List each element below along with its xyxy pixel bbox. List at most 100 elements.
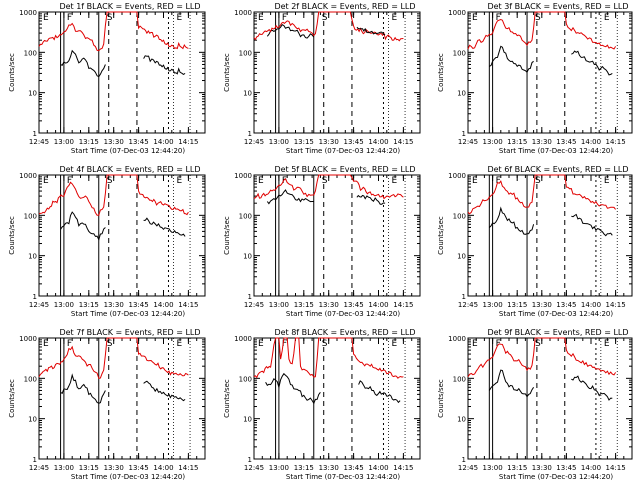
x-tick-label: 12:45 bbox=[29, 301, 49, 309]
y-tick-label: 10 bbox=[457, 90, 466, 98]
y-axis-label: Counts/sec bbox=[223, 216, 231, 255]
black-events-series bbox=[143, 380, 186, 402]
black-events-series bbox=[143, 55, 186, 75]
black-events-series bbox=[266, 189, 314, 205]
event-marker-label: E bbox=[472, 176, 478, 186]
chart-panel: Det 9f BLACK = Events, RED = LLD 1 10 100 10… bbox=[437, 328, 633, 480]
event-marker-label: E bbox=[258, 339, 264, 349]
black-events-series bbox=[571, 50, 613, 76]
y-tick-label: 10 bbox=[243, 253, 252, 261]
chart-title: Det 4f BLACK = Events, RED = LLD bbox=[59, 165, 200, 174]
event-marker-label: E bbox=[176, 13, 182, 23]
chart-panel: Det 3f BLACK = Events, RED = LLD 1 10 100 10… bbox=[437, 2, 633, 155]
y-tick-label: 1000 bbox=[19, 9, 37, 17]
chart-title: Det 5f BLACK = Events, RED = LLD bbox=[274, 165, 415, 174]
chart-title: Det 1f BLACK = Events, RED = LLD bbox=[59, 2, 200, 11]
event-marker-label: S bbox=[535, 339, 541, 349]
chart-panel: Det 5f BLACK = Events, RED = LLD 1 10 100 10… bbox=[223, 165, 421, 318]
x-tick-label: 14:00 bbox=[368, 301, 388, 309]
x-tick-label: 14:15 bbox=[178, 464, 198, 472]
y-axis-label: Counts/sec bbox=[437, 53, 445, 92]
x-tick-label: 14:15 bbox=[606, 301, 626, 309]
y-tick-label: 100 bbox=[24, 375, 37, 383]
x-tick-label: 13:45 bbox=[344, 464, 364, 472]
y-tick-label: 1000 bbox=[234, 335, 252, 343]
x-tick-label: 13:00 bbox=[269, 301, 289, 309]
red-lld-series bbox=[38, 174, 189, 216]
y-tick-label: 1000 bbox=[448, 9, 466, 17]
y-tick-label: 1 bbox=[462, 293, 466, 301]
y-tick-label: 1000 bbox=[19, 335, 37, 343]
x-tick-label: 13:00 bbox=[54, 138, 74, 146]
y-axis-label: Counts/sec bbox=[8, 216, 16, 255]
event-marker-label: S bbox=[107, 13, 113, 23]
y-tick-label: 1000 bbox=[234, 172, 252, 180]
event-marker-label: E bbox=[43, 13, 49, 23]
x-tick-label: 12:45 bbox=[29, 464, 49, 472]
chart-title: Det 9f BLACK = Events, RED = LLD bbox=[487, 328, 628, 337]
x-tick-label: 13:15 bbox=[294, 301, 314, 309]
x-tick-label: 13:15 bbox=[507, 301, 527, 309]
chart-title: Det 7f BLACK = Events, RED = LLD bbox=[59, 328, 200, 337]
red-lld-series bbox=[467, 337, 617, 377]
x-tick-label: 12:45 bbox=[244, 138, 264, 146]
y-axis-label: Counts/sec bbox=[8, 53, 16, 92]
x-tick-label: 14:00 bbox=[368, 138, 388, 146]
x-tick-label: 13:00 bbox=[269, 138, 289, 146]
x-tick-label: 14:15 bbox=[606, 464, 626, 472]
x-tick-label: 13:15 bbox=[79, 464, 99, 472]
x-tick-label: 13:00 bbox=[54, 301, 74, 309]
x-tick-label: 13:30 bbox=[532, 301, 552, 309]
y-tick-label: 100 bbox=[239, 212, 252, 220]
red-lld-series bbox=[467, 174, 616, 215]
red-lld-series bbox=[253, 174, 404, 200]
black-events-series bbox=[143, 217, 186, 237]
x-tick-label: 13:00 bbox=[483, 138, 503, 146]
x-axis-label: Start Time (07-Dec-03 12:44:20) bbox=[71, 473, 185, 480]
event-marker-label: E bbox=[604, 176, 610, 186]
x-tick-label: 13:15 bbox=[507, 138, 527, 146]
y-tick-label: 10 bbox=[457, 253, 466, 261]
x-tick-label: 13:45 bbox=[556, 138, 576, 146]
x-tick-label: 14:00 bbox=[153, 464, 173, 472]
y-tick-label: 1 bbox=[248, 293, 252, 301]
x-axis-label: Start Time (07-Dec-03 12:44:20) bbox=[286, 310, 400, 318]
y-tick-label: 100 bbox=[453, 212, 466, 220]
x-axis-label: Start Time (07-Dec-03 12:44:20) bbox=[71, 147, 185, 155]
x-tick-label: 13:30 bbox=[319, 464, 339, 472]
x-axis-label: Start Time (07-Dec-03 12:44:20) bbox=[499, 147, 613, 155]
x-tick-label: 13:15 bbox=[294, 138, 314, 146]
black-events-series bbox=[358, 380, 401, 404]
y-tick-label: 10 bbox=[243, 90, 252, 98]
black-events-series bbox=[265, 372, 321, 405]
x-tick-label: 14:00 bbox=[581, 464, 601, 472]
event-marker-label: S bbox=[322, 339, 328, 349]
event-marker-label: S bbox=[107, 339, 113, 349]
x-tick-label: 13:15 bbox=[79, 301, 99, 309]
x-tick-label: 13:45 bbox=[344, 138, 364, 146]
black-events-series bbox=[60, 211, 106, 241]
x-tick-label: 13:30 bbox=[104, 138, 124, 146]
event-marker-label: E bbox=[258, 13, 264, 23]
black-events-series bbox=[488, 206, 535, 235]
y-tick-label: 1 bbox=[33, 293, 37, 301]
y-tick-label: 1000 bbox=[19, 172, 37, 180]
chart-panel: Det 4f BLACK = Events, RED = LLD 1 10 100 10… bbox=[8, 165, 206, 318]
event-marker-label: F bbox=[282, 176, 287, 186]
x-tick-label: 13:00 bbox=[54, 464, 74, 472]
y-tick-label: 100 bbox=[24, 49, 37, 57]
chart-panel: Det 6f BLACK = Events, RED = LLD 1 10 100 10… bbox=[437, 165, 633, 318]
red-lld-series bbox=[253, 11, 404, 42]
event-marker-label: E bbox=[472, 339, 478, 349]
y-tick-label: 1 bbox=[248, 456, 252, 464]
x-tick-label: 12:45 bbox=[244, 464, 264, 472]
event-marker-label: S bbox=[535, 13, 541, 23]
red-lld-series bbox=[253, 337, 404, 379]
x-tick-label: 14:00 bbox=[153, 301, 173, 309]
x-tick-label: 13:15 bbox=[79, 138, 99, 146]
event-marker-label: E bbox=[391, 176, 397, 186]
event-marker-label: E bbox=[604, 339, 610, 349]
x-tick-label: 13:30 bbox=[319, 138, 339, 146]
x-tick-label: 13:30 bbox=[319, 301, 339, 309]
